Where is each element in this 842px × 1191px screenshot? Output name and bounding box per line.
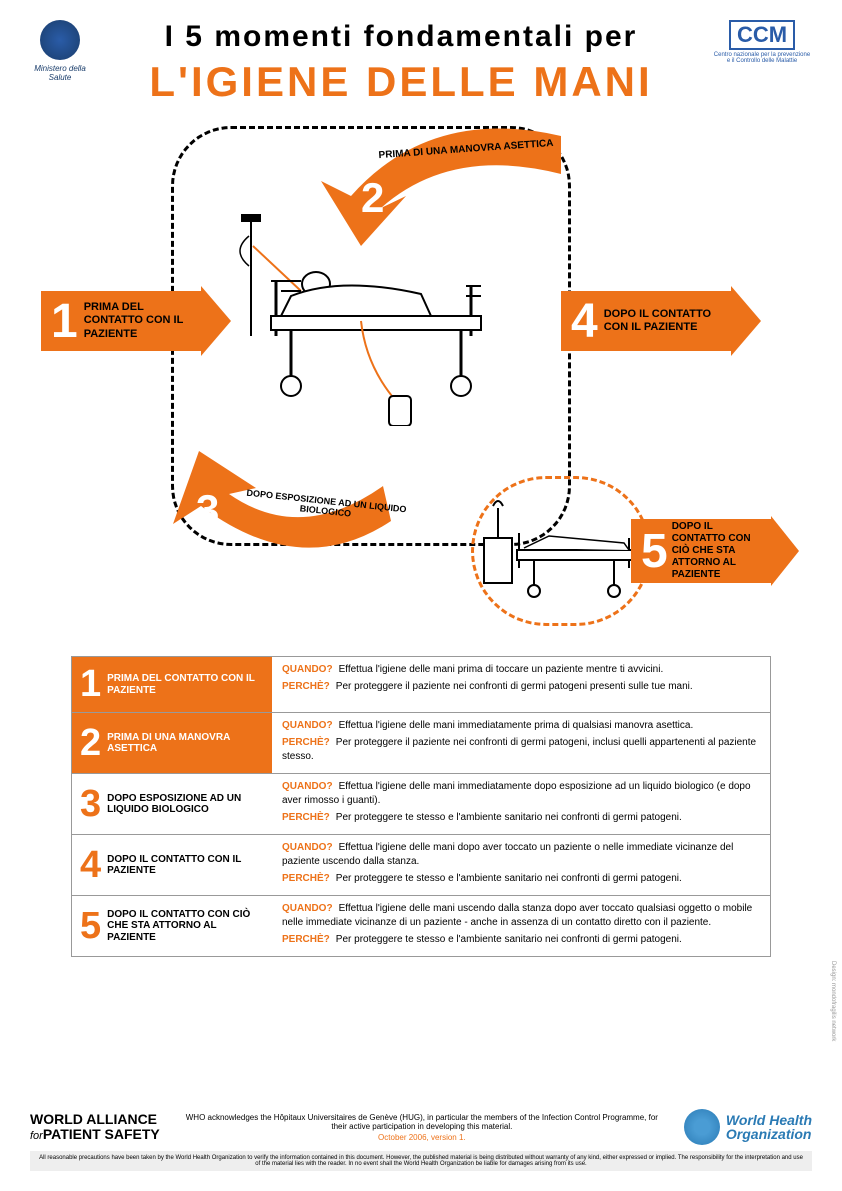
moment-num-3: 3 [196, 486, 219, 534]
logo-left-text: Ministero della Salute [30, 64, 90, 82]
who-logo: World Health Organization [684, 1109, 812, 1145]
wa-line1: WORLD ALLIANCE [30, 1112, 160, 1127]
disclaimer: All reasonable precautions have been tak… [30, 1151, 812, 1171]
quando-label: QUANDO? [282, 664, 333, 675]
perche-label: PERCHÈ? [282, 873, 330, 884]
table-row: 3 DOPO ESPOSIZIONE AD UN LIQUIDO BIOLOGIC… [71, 774, 771, 835]
table-cell-title: 4 DOPO IL CONTATTO CON IL PAZIENTE [72, 835, 272, 895]
arrow-moment-5: 5 DOPO IL CONTATTO CON CIÒ CHE STA ATTOR… [631, 516, 799, 586]
perche-label: PERCHÈ? [282, 812, 330, 823]
arrow-moment-1: 1 PRIMA DEL CONTATTO CON IL PAZIENTE [41, 286, 231, 356]
title-block: I 5 momenti fondamentali per L'IGIENE DE… [90, 20, 712, 106]
quando-text: Effettua l'igiene delle mani immediatame… [339, 720, 694, 731]
table-row: 2 PRIMA DI UNA MANOVRA ASETTICA QUANDO? Eff… [71, 713, 771, 774]
table-row: 1 PRIMA DEL CONTATTO CON IL PAZIENTE QUAND… [71, 656, 771, 713]
who-line1: World Health [726, 1113, 812, 1127]
moment-label-4: DOPO IL CONTATTO CON IL PAZIENTE [604, 308, 721, 334]
quando-label: QUANDO? [282, 842, 333, 853]
moment-label-1: PRIMA DEL CONTATTO CON IL PAZIENTE [84, 301, 191, 341]
perche-label: PERCHÈ? [282, 737, 330, 748]
who-globe-icon [684, 1109, 720, 1145]
table-row-num: 3 [80, 783, 101, 826]
footer: WORLD ALLIANCE forPATIENT SAFETY WHO ack… [30, 1109, 812, 1171]
table-row-title: DOPO IL CONTATTO CON CIÒ CHE STA ATTORNO… [107, 909, 264, 944]
table-row-title: PRIMA DEL CONTATTO CON IL PAZIENTE [107, 673, 264, 696]
quando-label: QUANDO? [282, 781, 333, 792]
ack-text: WHO acknowledges the Hôpitaux Universita… [180, 1113, 664, 1131]
quando-text: Effettua l'igiene delle mani prima di to… [339, 664, 664, 675]
logo-ministero: Ministero della Salute [30, 20, 90, 82]
moments-table: 1 PRIMA DEL CONTATTO CON IL PAZIENTE QUAND… [71, 656, 771, 957]
title-line2: L'IGIENE DELLE MANI [100, 58, 702, 106]
perche-text: Per proteggere il paziente nei confronti… [282, 737, 756, 762]
quando-text: Effettua l'igiene delle mani uscendo dal… [282, 903, 752, 928]
table-cell-title: 1 PRIMA DEL CONTATTO CON IL PAZIENTE [72, 657, 272, 712]
table-cell-title: 3 DOPO ESPOSIZIONE AD UN LIQUIDO BIOLOGIC… [72, 774, 272, 834]
logo-ccm: CCM Centro nazionale per la prevenzione … [712, 20, 812, 64]
perche-text: Per proteggere te stesso e l'ambiente sa… [336, 873, 682, 884]
table-row: 4 DOPO IL CONTATTO CON IL PAZIENTE QUANDO?… [71, 835, 771, 896]
perche-text: Per proteggere te stesso e l'ambiente sa… [336, 812, 682, 823]
table-cell-desc: QUANDO?Effettua l'igiene delle mani imme… [272, 774, 770, 834]
moment-num-5: 5 [641, 524, 668, 579]
quando-text: Effettua l'igiene delle mani immediatame… [282, 781, 751, 806]
design-credit: Design: mondofragilis network [830, 961, 836, 1041]
surroundings-bed-icon [479, 488, 649, 618]
diagram: 1 PRIMA DEL CONTATTO CON IL PAZIENTE 4 D… [71, 116, 771, 646]
world-alliance-logo: WORLD ALLIANCE forPATIENT SAFETY [30, 1112, 160, 1143]
table-row-title: PRIMA DI UNA MANOVRA ASETTICA [107, 732, 264, 755]
table-row-title: DOPO ESPOSIZIONE AD UN LIQUIDO BIOLOGICO [107, 793, 264, 816]
header: Ministero della Salute I 5 momenti fonda… [0, 0, 842, 106]
moment-3-overlay: 3 DOPO ESPOSIZIONE AD UN LIQUIDO BIOLOGI… [211, 496, 411, 516]
table-row-title: DOPO IL CONTATTO CON IL PAZIENTE [107, 854, 264, 877]
table-cell-title: 2 PRIMA DI UNA MANOVRA ASETTICA [72, 713, 272, 773]
moment-num-1: 1 [51, 294, 78, 349]
title-line1: I 5 momenti fondamentali per [100, 20, 702, 54]
table-cell-title: 5DOPO IL CONTATTO CON CIÒ CHE STA ATTORN… [72, 896, 272, 956]
who-line2: Organization [726, 1127, 812, 1141]
perche-text: Per proteggere il paziente nei confronti… [336, 681, 693, 692]
perche-text: Per proteggere te stesso e l'ambiente sa… [336, 934, 682, 945]
table-row-num: 1 [80, 663, 101, 706]
version-text: October 2006, version 1. [180, 1133, 664, 1142]
moment-num-4: 4 [571, 294, 598, 349]
ccm-abbr: CCM [729, 20, 795, 50]
quando-label: QUANDO? [282, 720, 333, 731]
table-cell-desc: QUANDO?Effettua l'igiene delle mani dopo… [272, 835, 770, 895]
quando-text: Effettua l'igiene delle mani dopo aver t… [282, 842, 733, 867]
table-row-num: 4 [80, 844, 101, 887]
moment-2-overlay: 2 PRIMA DI UNA MANOVRA ASETTICA [371, 144, 561, 155]
wa-for: for [30, 1130, 43, 1142]
ccm-sub: Centro nazionale per la prevenzione e il… [712, 52, 812, 64]
emblem-icon [40, 20, 80, 60]
moment-num-2: 2 [361, 174, 384, 222]
footer-ack: WHO acknowledges the Hôpitaux Universita… [160, 1113, 684, 1142]
wa-line2: PATIENT SAFETY [43, 1126, 160, 1142]
table-row-num: 2 [80, 722, 101, 765]
table-cell-desc: QUANDO?Effettua l'igiene delle mani usce… [272, 896, 770, 956]
quando-label: QUANDO? [282, 903, 333, 914]
table-row-num: 5 [80, 905, 101, 948]
perche-label: PERCHÈ? [282, 934, 330, 945]
arrow-moment-4: 4 DOPO IL CONTATTO CON IL PAZIENTE [561, 286, 761, 356]
table-row: 5DOPO IL CONTATTO CON CIÒ CHE STA ATTORN… [71, 896, 771, 957]
moment-label-5: DOPO IL CONTATTO CON CIÒ CHE STA ATTORNO… [672, 521, 761, 581]
table-cell-desc: QUANDO? Effettua l'igiene delle mani imme… [272, 713, 770, 773]
perche-label: PERCHÈ? [282, 681, 330, 692]
table-cell-desc: QUANDO? Effettua l'igiene delle mani prim… [272, 657, 770, 712]
